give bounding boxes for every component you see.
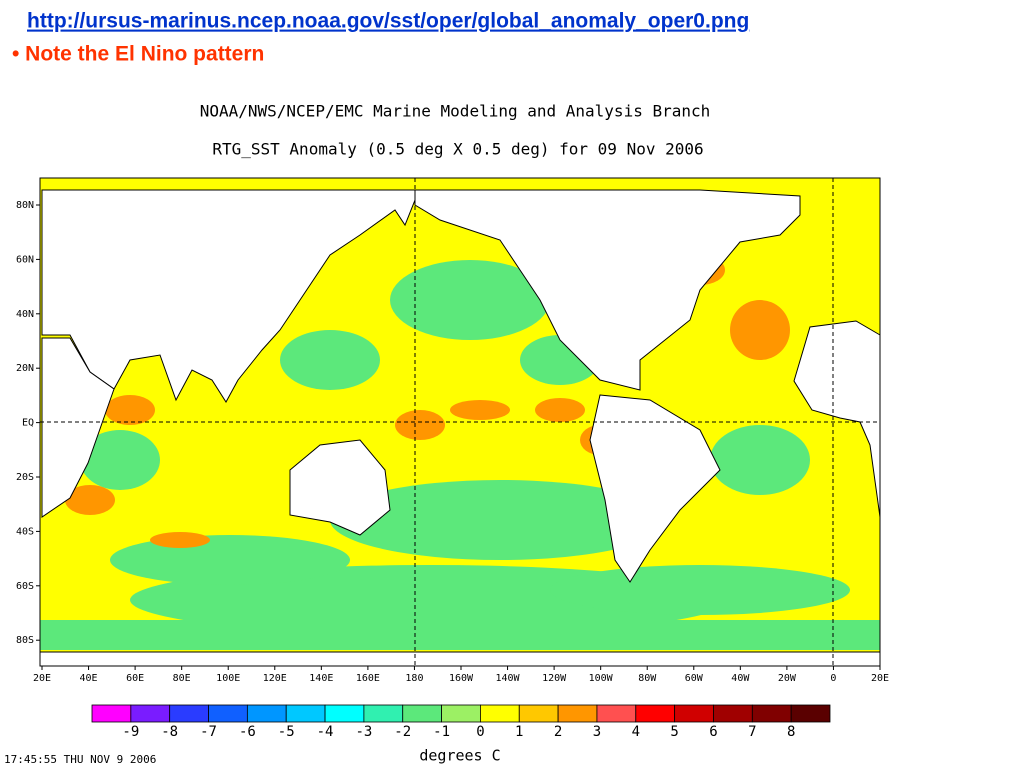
colorbar-label: 5 [670, 724, 678, 740]
colorbar-label: 3 [593, 724, 601, 740]
colorbar-box [674, 704, 714, 723]
colorbar-label: -8 [161, 724, 178, 740]
colorbar-label: -7 [200, 724, 217, 740]
lon-label: 160E [356, 673, 380, 684]
colorbar-box [246, 704, 287, 723]
lon-label: 120E [263, 673, 287, 684]
lon-label: 160W [449, 673, 474, 684]
lon-label: 80W [638, 673, 657, 684]
colorbar-box [557, 704, 598, 723]
colorbar-label: 1 [515, 724, 523, 740]
lon-label: 40E [80, 673, 98, 684]
colorbar-box [130, 704, 171, 723]
colorbar-label: 4 [632, 724, 640, 740]
colorbar-box [596, 704, 637, 723]
colorbar-label: 7 [748, 724, 756, 740]
colorbar-label: -6 [239, 724, 256, 740]
colorbar-unit: degrees C [419, 747, 500, 765]
lon-label: 120W [542, 673, 567, 684]
colorbar-box [169, 704, 209, 723]
colorbar-box [635, 704, 676, 723]
lon-label: 140W [496, 673, 521, 684]
lon-label: 140E [309, 673, 333, 684]
lat-label: 40S [16, 526, 34, 537]
lat-label: 20S [16, 472, 34, 483]
colorbar-box [324, 704, 365, 723]
lat-label: 60N [16, 254, 34, 265]
colorbar-label: 8 [787, 724, 795, 740]
map-subtitle: RTG_SST Anomaly (0.5 deg X 0.5 deg) for … [212, 140, 703, 159]
colorbar-box [91, 704, 132, 723]
colorbar-label: -1 [433, 724, 450, 740]
lon-label: 0 [830, 673, 836, 684]
lon-label: 20E [33, 673, 51, 684]
lon-label: 40W [731, 673, 750, 684]
land [39, 189, 881, 667]
colorbar-label: 2 [554, 724, 562, 740]
colorbar-label: -4 [317, 724, 334, 740]
lat-label: EQ [22, 418, 34, 429]
colorbar-box [790, 704, 831, 723]
colorbar-box [713, 704, 753, 723]
lon-label: 100W [589, 673, 614, 684]
lon-label: 20W [778, 673, 797, 684]
colorbar: -9 -8 -7 -6 -5 -4 -3 -2 -1 0 1 2 3 4 5 6 7 8 [91, 704, 831, 740]
colorbar-box [441, 704, 481, 723]
colorbar-label: -3 [355, 724, 372, 740]
lon-label: 180 [405, 673, 423, 684]
colorbar-label: -5 [278, 724, 295, 740]
colorbar-box [402, 704, 442, 723]
colorbar-box [285, 704, 326, 723]
lon-label: 20E [871, 673, 889, 684]
timestamp: 17:45:55 THU NOV 9 2006 [4, 753, 156, 766]
colorbar-label: 6 [709, 724, 717, 740]
colorbar-label: -2 [394, 724, 411, 740]
colorbar-box [208, 704, 248, 723]
lat-label: 60S [16, 581, 34, 592]
colorbar-label: 0 [476, 724, 484, 740]
lon-label: 100E [216, 673, 240, 684]
colorbar-box [363, 704, 404, 723]
map-title: NOAA/NWS/NCEP/EMC Marine Modeling and An… [200, 102, 711, 121]
bullet-note: • Note the El Nino pattern [12, 43, 264, 66]
lon-label: 60W [685, 673, 704, 684]
lon-label: 60E [126, 673, 144, 684]
axes: 80N 60N 40N 20N EQ 20S 40S 60S 80S 20E 40E 60E 80E 10… [16, 200, 889, 684]
colorbar-box [480, 704, 520, 723]
colorbar-label: -9 [122, 724, 139, 740]
cool-anomaly [40, 260, 880, 650]
map [39, 177, 881, 667]
lat-label: 80N [16, 200, 34, 211]
lon-label: 80E [173, 673, 191, 684]
source-link[interactable]: http://ursus-marinus.ncep.noaa.gov/sst/o… [27, 10, 749, 33]
lat-label: 80S [16, 635, 34, 646]
lat-label: 20N [16, 363, 34, 374]
colorbar-box [518, 704, 559, 723]
lat-label: 40N [16, 309, 34, 320]
colorbar-box [751, 704, 792, 723]
